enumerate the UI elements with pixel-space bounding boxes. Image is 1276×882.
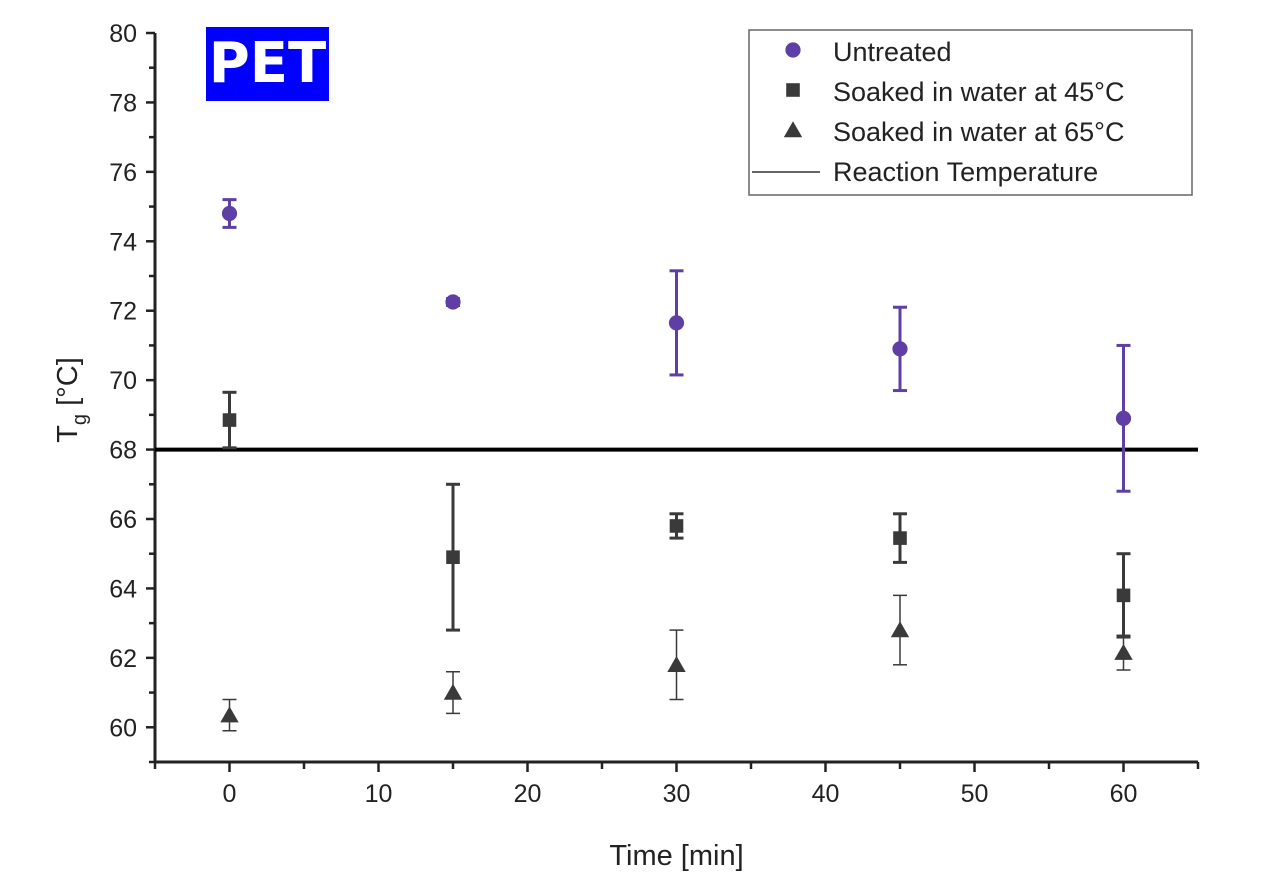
y-axis-label: Tg [°C]: [52, 357, 91, 443]
circle-marker: [445, 294, 461, 310]
data-point-triangle: [220, 698, 239, 732]
y-tick-label: 62: [109, 645, 137, 673]
x-axis-label: Time [min]: [609, 840, 743, 872]
data-point-square: [893, 512, 907, 564]
y-label-subscript: g: [69, 414, 91, 425]
square-marker: [446, 550, 460, 564]
y-label-main: T: [52, 425, 84, 443]
data-point-triangle: [1114, 634, 1133, 671]
legend-label: Soaked in water at 45°C: [833, 77, 1124, 107]
data-point-triangle: [667, 629, 686, 701]
data-point-triangle: [890, 594, 910, 666]
sample-badge: PET: [206, 27, 329, 101]
data-point-circle: [668, 269, 685, 377]
y-tick-label: 68: [109, 437, 137, 465]
data-point-circle: [445, 294, 461, 310]
triangle-marker: [443, 683, 463, 700]
x-tick-label: 10: [365, 780, 393, 808]
y-tick-label: 66: [109, 506, 137, 534]
y-tick-label: 64: [109, 575, 137, 603]
x-tick-label: 0: [223, 780, 237, 808]
y-tick-label: 80: [109, 20, 137, 48]
y-tick-label: 72: [109, 298, 137, 326]
square-marker: [1116, 588, 1131, 603]
y-tick-label: 78: [109, 89, 137, 117]
triangle-marker: [890, 621, 910, 638]
square-marker: [893, 531, 907, 545]
legend-square-icon: [786, 83, 800, 97]
y-tick-label: 60: [109, 714, 137, 742]
data-point-triangle: [443, 670, 463, 715]
legend-circle-icon: [785, 42, 801, 58]
legend-box: [748, 29, 1193, 196]
circle-marker: [221, 205, 238, 222]
square-marker: [222, 413, 237, 427]
y-label-unit: [°C]: [52, 357, 84, 414]
y-tick-label: 76: [109, 159, 137, 187]
y-tick-label: 70: [109, 367, 137, 395]
data-point-circle: [221, 198, 238, 229]
x-tick-label: 40: [812, 780, 840, 808]
legend-label: Reaction Temperature: [833, 157, 1098, 187]
legend-label: Untreated: [833, 37, 952, 67]
legend-label: Soaked in water at 65°C: [833, 117, 1124, 147]
data-point-square: [1116, 552, 1131, 639]
x-tick-label: 60: [1110, 780, 1138, 808]
circle-marker: [892, 341, 908, 357]
x-tick-label: 30: [663, 780, 691, 808]
data-point-square: [222, 390, 237, 450]
circle-marker: [668, 315, 685, 331]
data-point-square: [669, 512, 684, 540]
data-point-square: [446, 482, 460, 632]
x-tick-label: 20: [514, 780, 542, 808]
data-point-circle: [1115, 343, 1132, 493]
triangle-marker: [220, 706, 239, 723]
circle-marker: [1115, 410, 1132, 426]
x-tick-label: 50: [961, 780, 989, 808]
y-tick-label: 74: [109, 228, 137, 256]
legend-triangle-icon: [783, 121, 803, 138]
triangle-marker: [667, 656, 686, 672]
triangle-marker: [1114, 643, 1133, 660]
square-marker: [669, 519, 684, 533]
data-point-circle: [892, 305, 908, 393]
